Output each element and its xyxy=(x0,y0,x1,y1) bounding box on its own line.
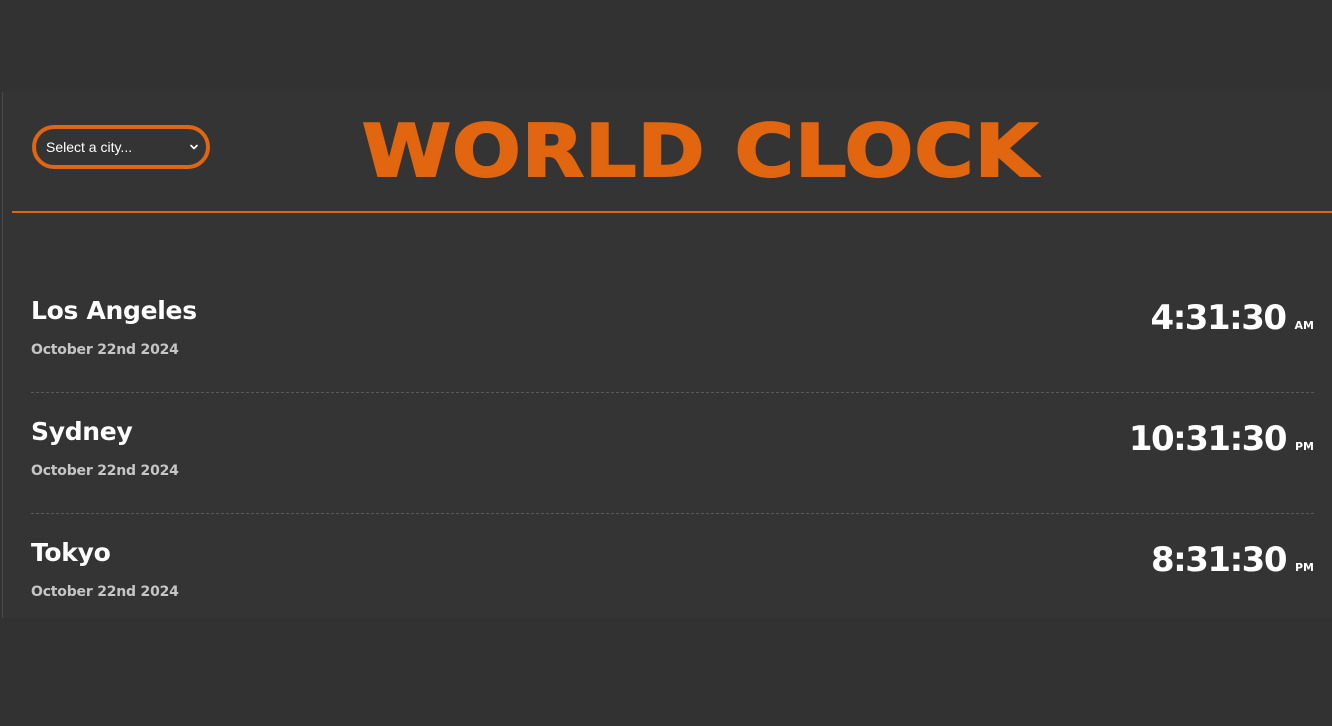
city-name: Los Angeles xyxy=(31,296,197,325)
time-ampm: PM xyxy=(1294,561,1314,574)
city-date: October 22nd 2024 xyxy=(31,584,179,600)
time-ampm: PM xyxy=(1294,440,1314,453)
city-time: 10:31:30 PM xyxy=(1129,419,1314,459)
time-value: 8:31:30 xyxy=(1151,540,1287,580)
header: Select a city... WORLD CLOCK xyxy=(12,92,1332,213)
city-list: Los Angeles October 22nd 2024 4:31:30 AM… xyxy=(31,272,1314,635)
city-select-value: Select a city... xyxy=(46,139,133,155)
city-name: Sydney xyxy=(31,417,133,446)
city-date: October 22nd 2024 xyxy=(31,463,179,479)
clock-container: Select a city... WORLD CLOCK Los Angeles… xyxy=(2,92,1332,618)
city-name: Tokyo xyxy=(31,538,111,567)
city-time: 4:31:30 AM xyxy=(1151,298,1314,338)
city-time: 8:31:30 PM xyxy=(1151,540,1314,580)
time-value: 10:31:30 xyxy=(1128,419,1288,459)
time-value: 4:31:30 xyxy=(1150,298,1287,338)
chevron-down-icon xyxy=(190,144,198,150)
city-select[interactable]: Select a city... xyxy=(32,125,210,169)
city-row-los-angeles: Los Angeles October 22nd 2024 4:31:30 AM xyxy=(31,272,1314,393)
city-date: October 22nd 2024 xyxy=(31,342,179,358)
time-ampm: AM xyxy=(1294,319,1314,332)
city-row-tokyo: Tokyo October 22nd 2024 8:31:30 PM xyxy=(31,514,1314,635)
city-row-sydney: Sydney October 22nd 2024 10:31:30 PM xyxy=(31,393,1314,514)
page-title: WORLD CLOCK xyxy=(361,108,1039,194)
